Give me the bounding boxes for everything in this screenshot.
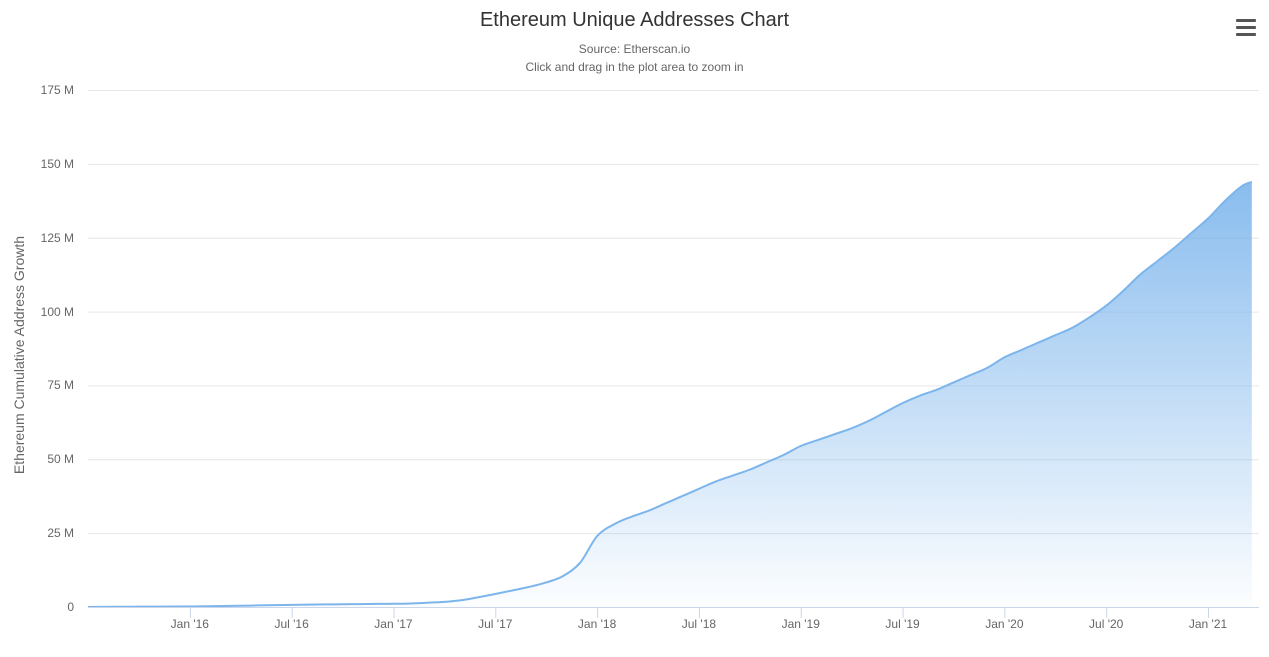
y-axis-label: 175 M (40, 83, 74, 97)
y-axis-label: 25 M (47, 526, 74, 541)
area-series-line (87, 180, 1253, 608)
chart-subtitle-hint: Click and drag in the plot area to zoom … (525, 60, 744, 74)
x-axis-label: Jul '18 (681, 617, 717, 631)
y-axis-label: 75 M (47, 378, 74, 393)
chart-title: Ethereum Unique Addresses Chart (479, 9, 790, 31)
y-axis-label: 0 (67, 600, 74, 614)
y-axis-label: 50 M (47, 452, 74, 467)
plot-area[interactable] (88, 90, 1259, 607)
x-axis-label: Jan '21 (1188, 617, 1228, 631)
y-axis-title: Ethereum Cumulative Address Growth (11, 235, 27, 475)
y-axis-label: 125 M (40, 230, 74, 245)
x-axis-label: Jan '19 (781, 617, 820, 631)
x-axis-label: Jan '18 (577, 617, 617, 631)
export-menu-button[interactable] (1230, 12, 1262, 42)
x-axis-label: Jan '17 (374, 617, 413, 631)
x-axis-label: Jul '17 (478, 617, 513, 631)
y-axis-label: 100 M (40, 304, 74, 319)
y-axis-label: 150 M (40, 156, 74, 171)
chart-subtitle-source: Source: Etherscan.io (578, 42, 691, 56)
area-series-fill (88, 181, 1252, 607)
x-axis-label: Jan '20 (985, 617, 1024, 631)
x-axis-label: Jan '16 (170, 617, 209, 631)
x-axis-label: Jul '19 (885, 617, 920, 631)
x-axis-label: Jul '16 (274, 617, 309, 631)
x-axis-label: Jul '20 (1089, 617, 1124, 631)
